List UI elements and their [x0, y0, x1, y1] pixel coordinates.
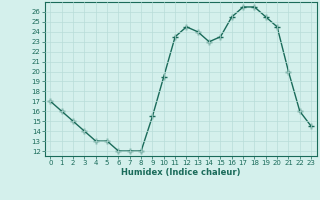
X-axis label: Humidex (Indice chaleur): Humidex (Indice chaleur): [121, 168, 241, 177]
